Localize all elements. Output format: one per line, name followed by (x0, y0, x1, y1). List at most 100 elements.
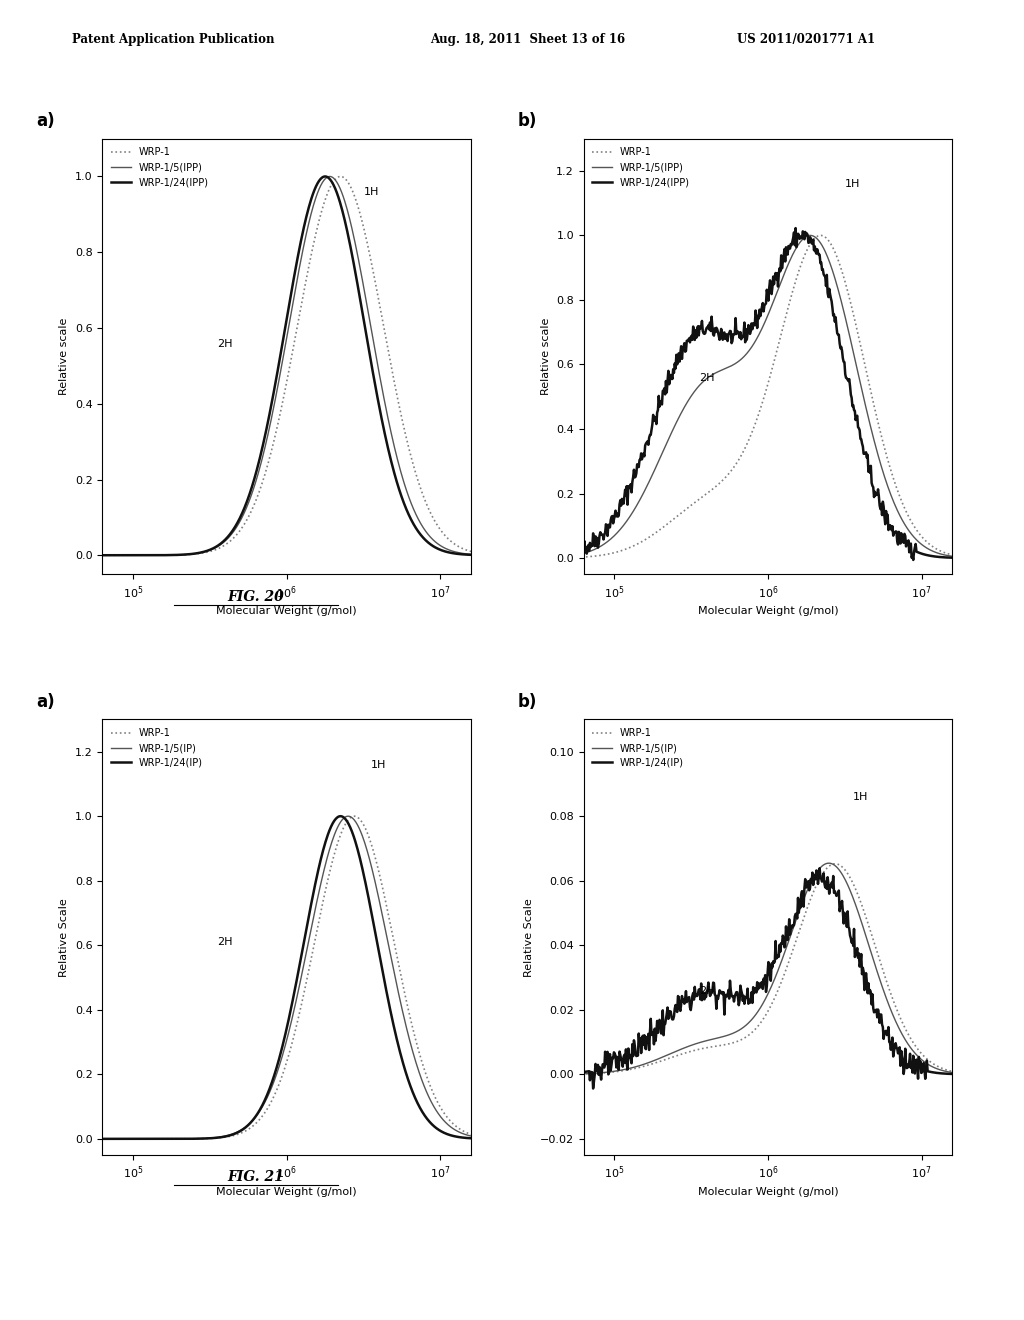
Line: WRP-1/5(IPP): WRP-1/5(IPP) (87, 177, 486, 556)
WRP-1/24(IP) (801, 879, 813, 895)
WRP-1/24(IP) (318, 837, 331, 853)
WRP-1/5(IPP) (800, 228, 812, 244)
WRP-1 (480, 1130, 493, 1146)
WRP-1/24(IPP) (802, 227, 814, 243)
WRP-1 (755, 1015, 767, 1031)
WRP-1/24(IP) (471, 1131, 483, 1147)
WRP-1/5(IPP) (480, 546, 493, 562)
WRP-1/24(IP) (755, 975, 767, 991)
X-axis label: Molecular Weight (g/mol): Molecular Weight (g/mol) (697, 1187, 839, 1197)
WRP-1/5(IPP) (471, 546, 483, 562)
WRP-1/24(IPP) (562, 546, 574, 562)
WRP-1/24(IP) (335, 808, 347, 824)
WRP-1 (752, 408, 764, 424)
Y-axis label: Relative scale: Relative scale (541, 318, 551, 395)
WRP-1/24(IPP) (409, 519, 421, 535)
WRP-1 (890, 1001, 902, 1016)
WRP-1/24(IP) (891, 1041, 903, 1057)
Line: WRP-1/5(IP): WRP-1/5(IP) (568, 863, 968, 1074)
Y-axis label: Relative scale: Relative scale (59, 318, 70, 395)
Text: a): a) (36, 693, 54, 710)
WRP-1 (81, 1131, 93, 1147)
WRP-1/24(IPP) (753, 310, 765, 326)
WRP-1/5(IPP) (81, 548, 93, 564)
WRP-1/24(IP) (962, 1067, 974, 1082)
Y-axis label: Relative Scale: Relative Scale (59, 898, 70, 977)
WRP-1/5(IP) (755, 999, 767, 1015)
WRP-1/24(IPP) (755, 304, 767, 319)
Text: FIG. 21: FIG. 21 (227, 1171, 285, 1184)
WRP-1 (962, 1065, 974, 1081)
WRP-1/24(IPP) (480, 548, 493, 564)
Line: WRP-1/5(IP): WRP-1/5(IP) (87, 816, 486, 1139)
WRP-1 (962, 549, 974, 565)
Line: WRP-1/24(IPP): WRP-1/24(IPP) (87, 177, 486, 556)
WRP-1 (952, 1065, 965, 1081)
Text: b): b) (517, 693, 537, 710)
WRP-1 (952, 548, 965, 564)
WRP-1/24(IPP) (953, 550, 966, 566)
WRP-1 (348, 808, 360, 824)
Line: WRP-1: WRP-1 (87, 816, 486, 1139)
X-axis label: Molecular Weight (g/mol): Molecular Weight (g/mol) (697, 606, 839, 616)
WRP-1/5(IP) (823, 855, 836, 871)
WRP-1/5(IP) (409, 1052, 421, 1068)
WRP-1/5(IPP) (324, 169, 336, 185)
Text: 1H: 1H (845, 180, 860, 189)
Line: WRP-1: WRP-1 (568, 863, 968, 1074)
Line: WRP-1/24(IPP): WRP-1/24(IPP) (568, 228, 968, 560)
WRP-1/5(IPP) (409, 504, 421, 520)
Line: WRP-1/24(IP): WRP-1/24(IP) (87, 816, 486, 1139)
WRP-1 (270, 1082, 283, 1098)
Text: a): a) (36, 112, 54, 129)
WRP-1/5(IPP) (778, 265, 791, 281)
Text: US 2011/0201771 A1: US 2011/0201771 A1 (737, 33, 876, 46)
WRP-1/5(IP) (562, 1067, 574, 1082)
WRP-1/24(IPP) (790, 220, 802, 236)
WRP-1/5(IPP) (952, 549, 965, 565)
WRP-1/24(IPP) (572, 552, 585, 568)
WRP-1/5(IP) (270, 1065, 283, 1081)
Line: WRP-1: WRP-1 (568, 235, 968, 557)
WRP-1/5(IPP) (562, 548, 574, 564)
WRP-1/5(IP) (752, 1003, 764, 1019)
Text: 1H: 1H (852, 792, 868, 803)
WRP-1 (471, 545, 483, 561)
WRP-1/24(IPP) (891, 533, 903, 549)
WRP-1 (409, 463, 421, 479)
WRP-1/24(IP) (297, 939, 309, 954)
WRP-1/5(IP) (952, 1065, 965, 1081)
WRP-1/24(IPP) (318, 169, 331, 185)
Text: Patent Application Publication: Patent Application Publication (72, 33, 274, 46)
WRP-1/5(IP) (778, 945, 791, 961)
WRP-1 (297, 288, 309, 304)
WRP-1/5(IP) (480, 1130, 493, 1146)
X-axis label: Molecular Weight (g/mol): Molecular Weight (g/mol) (216, 606, 357, 616)
WRP-1/5(IP) (342, 808, 354, 824)
X-axis label: Molecular Weight (g/mol): Molecular Weight (g/mol) (216, 1187, 357, 1197)
WRP-1 (814, 227, 826, 243)
WRP-1/5(IP) (297, 960, 309, 975)
Text: 1H: 1H (364, 187, 379, 198)
WRP-1/24(IP) (753, 975, 765, 991)
WRP-1/24(IP) (81, 1131, 93, 1147)
WRP-1/5(IPP) (318, 172, 331, 187)
Line: WRP-1/5(IPP): WRP-1/5(IPP) (568, 235, 968, 557)
WRP-1/24(IP) (813, 861, 825, 876)
WRP-1/24(IP) (480, 1131, 493, 1147)
Line: WRP-1: WRP-1 (87, 177, 486, 556)
Legend: WRP-1, WRP-1/5(IP), WRP-1/24(IP): WRP-1, WRP-1/5(IP), WRP-1/24(IP) (108, 725, 206, 772)
Text: Aug. 18, 2011  Sheet 13 of 16: Aug. 18, 2011 Sheet 13 of 16 (430, 33, 626, 46)
WRP-1 (471, 1129, 483, 1144)
WRP-1 (335, 169, 347, 185)
WRP-1/5(IPP) (273, 371, 286, 387)
WRP-1/24(IP) (953, 1067, 966, 1082)
Text: 2H: 2H (218, 339, 233, 348)
Line: WRP-1/24(IP): WRP-1/24(IP) (568, 869, 968, 1089)
WRP-1/5(IPP) (962, 549, 974, 565)
WRP-1 (778, 966, 791, 982)
Legend: WRP-1, WRP-1/5(IPP), WRP-1/24(IPP): WRP-1, WRP-1/5(IPP), WRP-1/24(IPP) (589, 144, 693, 191)
Text: 2H: 2H (698, 986, 715, 995)
WRP-1 (800, 244, 812, 260)
WRP-1/24(IPP) (319, 169, 332, 185)
